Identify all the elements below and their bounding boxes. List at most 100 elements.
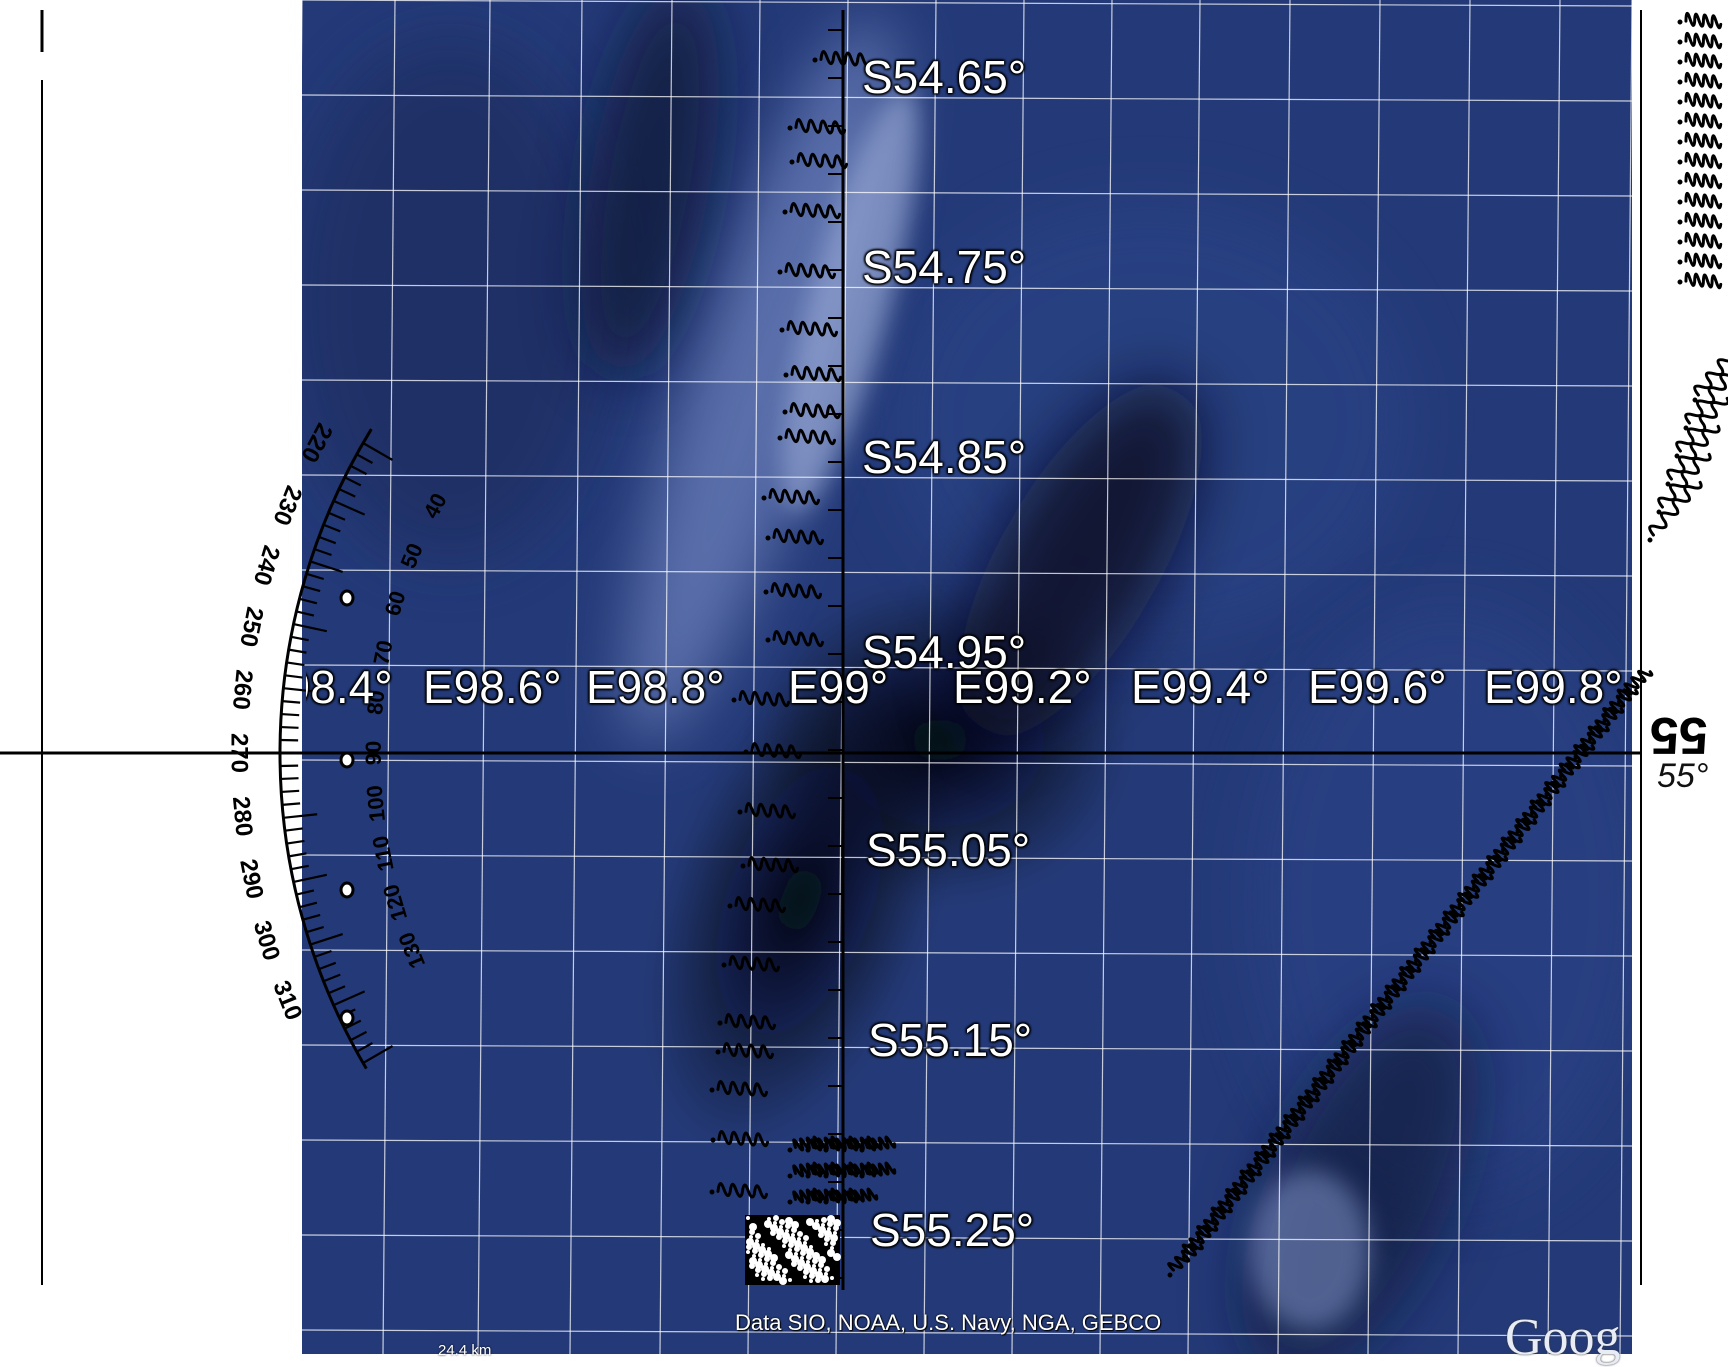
cluster-speck (830, 1276, 834, 1280)
sounding-mark-margin-diag-5 (1687, 333, 1728, 408)
lat-label-s5515: S55.15° (868, 1013, 1032, 1067)
compass-tick (282, 701, 300, 703)
cluster-speck (815, 1277, 821, 1283)
compass-tick (285, 828, 303, 830)
cluster-speck (833, 1225, 839, 1231)
cluster-speck (752, 1248, 758, 1254)
cluster-speck (770, 1260, 776, 1266)
compass-ring-marker-1 (341, 753, 353, 767)
sounding-mark-margin-12 (1676, 249, 1721, 273)
sounding-digits (1685, 189, 1721, 212)
sounding-cluster-patch (745, 1215, 841, 1285)
lon-label-e99: E99° (788, 660, 888, 714)
sounding-dot (1677, 219, 1683, 225)
sounding-dot (1677, 199, 1683, 205)
sounding-dot (1677, 39, 1683, 45)
cluster-speck (818, 1262, 824, 1268)
cluster-speck (830, 1240, 836, 1246)
lat-label-s5475: S54.75° (862, 240, 1026, 294)
right-margin-latitude-big: 55 (1650, 705, 1708, 765)
cluster-speck (797, 1265, 803, 1271)
sounding-mark-margin-4 (1676, 89, 1721, 113)
compass-tick (285, 675, 303, 677)
compass-outer-label: 240 (248, 542, 285, 588)
cluster-speck (764, 1256, 770, 1262)
sounding-dot (1647, 537, 1654, 544)
cluster-speck (746, 1216, 750, 1220)
lon-label-e986: E98.6° (423, 660, 562, 714)
compass-outer-label: 310 (267, 977, 307, 1024)
sounding-dot (1677, 179, 1683, 185)
cluster-speck (761, 1277, 765, 1281)
sounding-digits (1685, 229, 1721, 252)
cluster-speck (758, 1252, 764, 1258)
compass-tick (281, 727, 299, 728)
lon-label-e994: E99.4° (1131, 660, 1270, 714)
sounding-digits (1685, 89, 1721, 112)
map-provider-logo: Goog (1505, 1308, 1621, 1367)
cluster-speck (764, 1220, 772, 1228)
cluster-speck (776, 1264, 782, 1270)
cluster-speck (755, 1273, 759, 1277)
cluster-speck (755, 1267, 761, 1273)
cluster-speck (824, 1266, 830, 1272)
cluster-speck (821, 1217, 827, 1223)
cluster-speck (761, 1271, 767, 1277)
map-data-attribution: Data SIO, NOAA, U.S. Navy, NGA, GEBCO (735, 1310, 1161, 1336)
cluster-speck (788, 1242, 794, 1248)
cluster-speck (782, 1268, 788, 1274)
right-margin-latitude-label: 55° (1657, 757, 1708, 796)
compass-tick (281, 714, 299, 715)
sounding-mark-margin-5 (1676, 109, 1721, 133)
cluster-speck (749, 1229, 755, 1235)
sounding-digits (1685, 149, 1721, 172)
sounding-digits (1685, 269, 1721, 292)
sounding-digits (1685, 209, 1721, 232)
sounding-mark-margin-10 (1676, 209, 1721, 233)
sounding-digits (1685, 109, 1721, 132)
compass-outer-label: 250 (234, 605, 268, 649)
cluster-speck (755, 1233, 761, 1239)
sounding-mark-margin-1 (1676, 29, 1721, 53)
compass-outer-label: 260 (227, 668, 258, 710)
compass-tick (282, 803, 300, 805)
sounding-dot (1677, 139, 1683, 145)
cluster-speck (770, 1230, 776, 1236)
cluster-speck (806, 1254, 812, 1260)
cluster-speck (785, 1223, 791, 1229)
compass-tick (281, 791, 299, 792)
compass-ring-marker-0 (341, 591, 353, 605)
compass-inner-label: 100 (362, 784, 390, 823)
cluster-speck (806, 1218, 814, 1226)
cluster-speck (800, 1250, 806, 1256)
cluster-speck (803, 1275, 807, 1279)
cluster-speck (785, 1251, 793, 1259)
cluster-speck (788, 1278, 792, 1282)
sounding-mark-margin-13 (1676, 269, 1721, 293)
cluster-speck (782, 1238, 788, 1244)
lon-label-e998: E99.8° (1484, 660, 1623, 714)
compass-tick (281, 778, 299, 779)
sounding-dot (1677, 59, 1683, 65)
compass-inner-label: 90 (361, 741, 386, 765)
sounding-dot (1677, 159, 1683, 165)
sounding-digits (1685, 49, 1721, 72)
cluster-speck (797, 1231, 803, 1237)
cluster-speck (791, 1227, 797, 1233)
lat-label-s5465: S54.65° (862, 50, 1026, 104)
scale-bar-label: 24.4 km (438, 1342, 491, 1359)
sounding-dot (1677, 259, 1683, 265)
compass-tick (287, 662, 305, 665)
cluster-speck (767, 1275, 773, 1281)
sounding-dot (1677, 119, 1683, 125)
cluster-speck (818, 1232, 824, 1238)
cluster-speck (824, 1242, 828, 1246)
cluster-speck (812, 1258, 818, 1264)
compass-outer-label: 290 (234, 857, 268, 901)
cluster-speck (773, 1215, 779, 1221)
cluster-speck (803, 1269, 809, 1275)
sounding-mark-margin-6 (1676, 129, 1721, 153)
compass-outer-label: 280 (227, 795, 258, 837)
cluster-speck (827, 1221, 833, 1227)
sounding-digits (1685, 9, 1721, 32)
